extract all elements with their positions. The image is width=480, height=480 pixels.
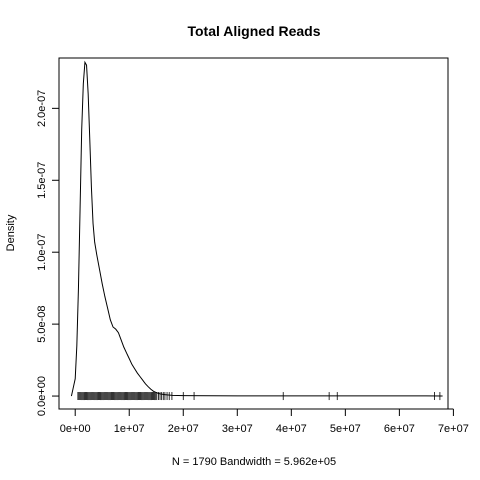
y-axis-label: Density xyxy=(5,214,17,251)
x-tick-label: 3e+07 xyxy=(222,423,253,435)
series-layer xyxy=(70,60,443,397)
plot-area-border xyxy=(58,57,449,410)
y-tick-label: 1.0e-07 xyxy=(36,234,48,271)
x-axis-label: N = 1790 Bandwidth = 5.962e+05 xyxy=(172,456,336,468)
x-tick-label: 1e+07 xyxy=(114,423,145,435)
y-tick-label: 1.5e-07 xyxy=(36,162,48,199)
rug-layer xyxy=(77,392,441,401)
y-axis: 0.0e+00 5.0e-08 1.0e-07 1.5e-07 2.0e-07 xyxy=(36,90,60,416)
y-tick-label: 2.0e-07 xyxy=(36,90,48,127)
x-tick-label: 6e+07 xyxy=(384,423,415,435)
x-tick-label: 4e+07 xyxy=(276,423,307,435)
density-curve xyxy=(70,60,443,397)
x-tick-label: 0e+00 xyxy=(60,423,91,435)
chart-title: Total Aligned Reads xyxy=(187,23,320,39)
y-tick-label: 5.0e-08 xyxy=(36,305,48,342)
y-tick-label: 0.0e+00 xyxy=(36,376,48,416)
x-tick-label: 7e+07 xyxy=(438,423,469,435)
x-tick-label: 2e+07 xyxy=(168,423,199,435)
x-tick-label: 5e+07 xyxy=(330,423,361,435)
x-axis: 0e+00 1e+07 2e+07 3e+07 4e+07 5e+07 6e+07 7e+07 xyxy=(60,408,469,435)
